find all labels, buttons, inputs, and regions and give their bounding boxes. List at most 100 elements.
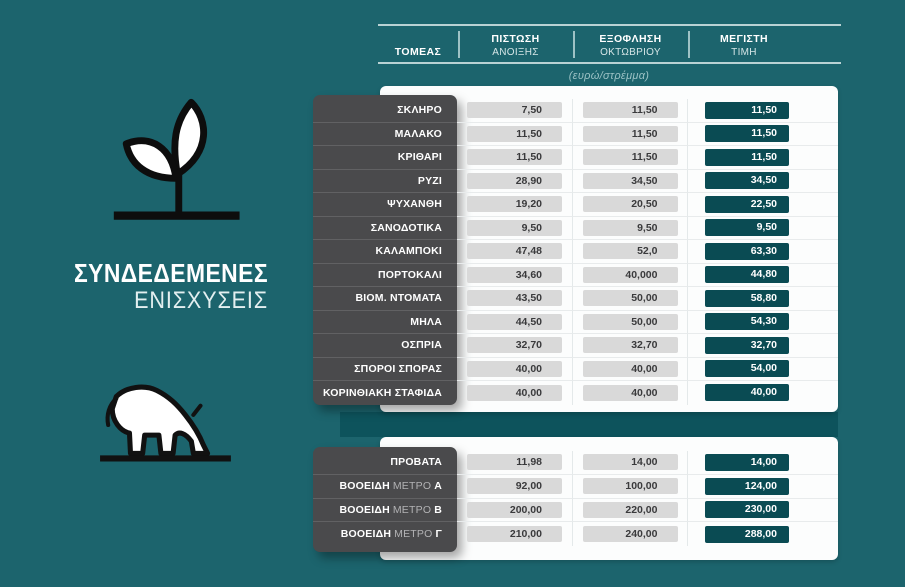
october-payment-cell: 9,50 xyxy=(573,216,688,240)
title-line-2: ΕΝΙΣΧΥΣΕΙΣ xyxy=(134,286,268,314)
row-label: ΡΥΖΙ xyxy=(313,170,457,193)
max-price-value: 9,50 xyxy=(705,219,789,237)
max-price-value: 34,50 xyxy=(705,172,789,190)
row-label: ΒΙΟΜ. ΝΤΟΜΑΤΑ xyxy=(313,287,457,311)
header-max-price-line1: ΜΕΓΙΣΤΗ xyxy=(719,33,769,45)
row-label-light: ΜΕΤΡΟ xyxy=(392,480,432,493)
row-label: ΣΚΛΗΡΟ xyxy=(313,99,457,123)
october-payment-value: 32,70 xyxy=(582,337,678,354)
table-row: ΡΥΖΙ 28,90 34,50 34,50 xyxy=(313,169,838,193)
max-price-value: 11,50 xyxy=(705,101,789,119)
table-row: ΚΡΙΘΑΡΙ 11,50 11,50 11,50 xyxy=(313,146,838,170)
october-payment-cell: 50,00 xyxy=(573,287,688,311)
row-label-strong: ΒΟΟΕΙΔΗ xyxy=(340,528,392,541)
row-label: ΒΟΟΕΙΔΗ ΜΕΤΡΟ Γ xyxy=(313,522,457,546)
row-label: ΜΗΛΑ xyxy=(313,311,457,334)
october-payment-value: 40,00 xyxy=(582,360,678,377)
header-sector: ΤΟΜΕΑΣ xyxy=(378,28,458,59)
table-row: ΚΑΛΑΜΠΟΚΙ 47,48 52,0 63,30 xyxy=(313,240,838,264)
header-max-price: ΜΕΓΙΣΤΗ ΤΙΜΗ xyxy=(688,28,800,59)
row-label-strong: ΟΣΠΡΙΑ xyxy=(401,339,442,352)
max-price-value: 63,30 xyxy=(705,242,789,260)
spring-credit-cell: 11,50 xyxy=(457,122,573,146)
spring-credit-cell: 19,20 xyxy=(457,193,573,217)
october-payment-cell: 14,00 xyxy=(573,451,688,475)
october-payment-value: 240,00 xyxy=(582,526,678,543)
spring-credit-value: 9,50 xyxy=(467,219,562,236)
max-price-cell: 22,50 xyxy=(688,193,838,217)
spring-credit-cell: 47,48 xyxy=(457,240,573,264)
max-price-value: 124,00 xyxy=(705,477,789,495)
october-payment-cell: 100,00 xyxy=(573,474,688,499)
max-price-cell: 54,30 xyxy=(688,311,838,334)
october-payment-cell: 240,00 xyxy=(573,522,688,547)
max-price-cell: 44,80 xyxy=(688,264,838,287)
table-row: ΣΚΛΗΡΟ 7,50 11,50 11,50 xyxy=(313,99,838,123)
spring-credit-value: 11,50 xyxy=(467,125,562,142)
table-row: ΨΥΧΑΝΘΗ 19,20 20,50 22,50 xyxy=(313,193,838,217)
crops-rows: ΣΚΛΗΡΟ 7,50 11,50 11,50 ΜΑΛΑΚΟ 11,50 xyxy=(313,99,838,405)
spring-credit-cell: 43,50 xyxy=(457,287,573,311)
table-row: ΜΗΛΑ 44,50 50,00 54,30 xyxy=(313,310,838,334)
spring-credit-value: 28,90 xyxy=(467,172,562,189)
october-payment-value: 100,00 xyxy=(582,478,678,495)
october-payment-value: 11,50 xyxy=(582,149,678,166)
spring-credit-value: 11,98 xyxy=(467,454,562,471)
row-label-suffix: Γ xyxy=(435,528,442,541)
max-price-value: 58,80 xyxy=(705,289,789,307)
october-payment-cell: 220,00 xyxy=(573,498,688,523)
max-price-cell: 34,50 xyxy=(688,170,838,193)
spring-credit-value: 40,00 xyxy=(467,384,562,401)
unit-label-per-stremma: (ευρώ/στρέμμα) xyxy=(568,70,650,82)
table-row: ΒΟΟΕΙΔΗ ΜΕΤΡΟ Α 92,00 100,00 124,00 xyxy=(313,474,838,499)
max-price-cell: 288,00 xyxy=(688,522,838,546)
spring-credit-cell: 32,70 xyxy=(457,334,573,358)
header-divider xyxy=(688,31,690,58)
row-label-strong: ΣΠΟΡΟΙ ΣΠΟΡΑΣ xyxy=(354,362,442,375)
header-max-price-line2: ΤΙΜΗ xyxy=(731,47,757,58)
row-label-strong: ΠΡΟΒΑΤΑ xyxy=(390,456,442,469)
table-row: ΒΟΟΕΙΔΗ ΜΕΤΡΟ Β 200,00 220,00 230,00 xyxy=(313,498,838,523)
max-price-cell: 40,00 xyxy=(688,381,838,405)
spring-credit-value: 43,50 xyxy=(467,290,562,307)
october-payment-value: 9,50 xyxy=(582,219,678,236)
spring-credit-value: 11,50 xyxy=(467,149,562,166)
row-label: ΨΥΧΑΝΘΗ xyxy=(313,193,457,217)
header-rule-top xyxy=(378,24,841,26)
header-divider xyxy=(573,31,575,58)
spring-credit-value: 92,00 xyxy=(467,478,562,495)
row-label: ΜΑΛΑΚΟ xyxy=(313,123,457,146)
spring-credit-value: 19,20 xyxy=(467,196,562,213)
spring-credit-value: 210,00 xyxy=(467,526,562,543)
row-label-strong: ΚΡΙΘΑΡΙ xyxy=(397,151,442,164)
spring-credit-cell: 34,60 xyxy=(457,263,573,287)
spring-credit-value: 47,48 xyxy=(467,243,562,260)
max-price-value: 11,50 xyxy=(705,148,789,166)
max-price-cell: 32,70 xyxy=(688,334,838,358)
october-payment-cell: 40,000 xyxy=(573,263,688,287)
october-payment-cell: 52,0 xyxy=(573,240,688,264)
row-label-light: ΜΕΤΡΟ xyxy=(394,528,433,541)
max-price-value: 230,00 xyxy=(705,501,789,519)
row-label: ΣΑΝΟΔΟΤΙΚΑ xyxy=(313,217,457,240)
october-payment-value: 20,50 xyxy=(582,196,678,213)
row-label-strong: ΒΟΟΕΙΔΗ xyxy=(339,480,390,493)
october-payment-cell: 32,70 xyxy=(573,334,688,358)
table-row: ΣΠΟΡΟΙ ΣΠΟΡΑΣ 40,00 40,00 54,00 xyxy=(313,357,838,381)
max-price-cell: 9,50 xyxy=(688,217,838,240)
spring-credit-cell: 210,00 xyxy=(457,522,573,547)
row-label-suffix: Α xyxy=(434,480,442,493)
spring-credit-cell: 9,50 xyxy=(457,216,573,240)
spring-credit-value: 40,00 xyxy=(467,360,562,377)
plant-sapling-icon xyxy=(100,88,252,230)
table-row: ΚΟΡΙΝΘΙΑΚΗ ΣΤΑΦΙΔΑ 40,00 40,00 40,00 xyxy=(313,381,838,405)
spring-credit-cell: 44,50 xyxy=(457,310,573,334)
october-payment-value: 14,00 xyxy=(582,454,678,471)
table-row: ΠΟΡΤΟΚΑΛΙ 34,60 40,000 44,80 xyxy=(313,263,838,287)
october-payment-cell: 11,50 xyxy=(573,122,688,146)
row-label: ΣΠΟΡΟΙ ΣΠΟΡΑΣ xyxy=(313,358,457,381)
october-payment-cell: 20,50 xyxy=(573,193,688,217)
october-payment-value: 11,50 xyxy=(582,125,678,142)
title-line-1: ΣΥΝΔΕΔΕΜΕΝΕΣ xyxy=(73,258,268,288)
row-label-strong: ΚΟΡΙΝΘΙΑΚΗ ΣΤΑΦΙΔΑ xyxy=(322,386,442,399)
